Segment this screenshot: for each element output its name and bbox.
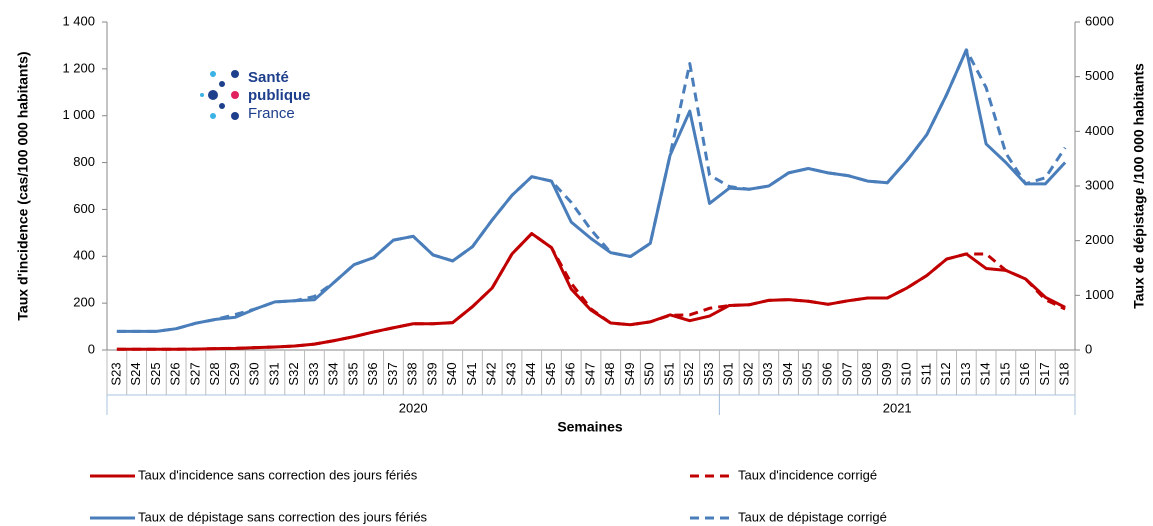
logo-dot xyxy=(219,103,225,109)
x-tick-label: S49 xyxy=(622,362,637,385)
x-tick-label: S30 xyxy=(247,362,262,385)
x-tick-label: S33 xyxy=(306,362,321,385)
group-label: 2021 xyxy=(883,400,912,415)
x-tick-label: S48 xyxy=(602,362,617,385)
x-tick-label: S03 xyxy=(760,362,775,385)
x-tick-label: S34 xyxy=(326,362,341,385)
x-tick-label: S07 xyxy=(839,362,854,385)
x-tick-label: S24 xyxy=(128,362,143,385)
y2-tick-label: 3000 xyxy=(1085,177,1114,192)
x-tick-label: S06 xyxy=(819,362,834,385)
y-tick-label: 200 xyxy=(73,295,95,310)
logo-dot xyxy=(208,90,218,100)
x-tick-label: S51 xyxy=(661,362,676,385)
logo-dot xyxy=(231,70,239,78)
x-tick-label: S35 xyxy=(345,362,360,385)
x-tick-label: S36 xyxy=(365,362,380,385)
x-tick-label: S26 xyxy=(168,362,183,385)
x-tick-label: S08 xyxy=(859,362,874,385)
y-tick-label: 1 000 xyxy=(62,107,95,122)
y2-tick-label: 0 xyxy=(1085,341,1092,356)
x-tick-label: S29 xyxy=(227,362,242,385)
x-tick-label: S14 xyxy=(978,362,993,385)
x-tick-label: S39 xyxy=(424,362,439,385)
logo-dot xyxy=(219,81,225,87)
x-tick-label: S44 xyxy=(523,362,538,385)
y2-tick-label: 1000 xyxy=(1085,287,1114,302)
x-tick-label: S12 xyxy=(938,362,953,385)
x-tick-label: S17 xyxy=(1037,362,1052,385)
x-tick-label: S38 xyxy=(405,362,420,385)
x-tick-label: S52 xyxy=(681,362,696,385)
x-tick-label: S28 xyxy=(207,362,222,385)
logo-dot xyxy=(200,93,204,97)
x-tick-label: S42 xyxy=(484,362,499,385)
x-tick-label: S41 xyxy=(464,362,479,385)
x-tick-label: S02 xyxy=(740,362,755,385)
legend-label: Taux de dépistage sans correction des jo… xyxy=(138,509,428,524)
logo-text: publique xyxy=(248,87,311,104)
logo: Santé publique France xyxy=(200,69,311,122)
x-tick-label: S11 xyxy=(918,363,933,385)
logo-dot xyxy=(231,112,239,120)
y-tick-label: 1 200 xyxy=(62,60,95,75)
y2-tick-label: 2000 xyxy=(1085,232,1114,247)
x-tick-label: S40 xyxy=(444,362,459,385)
y-tick-label: 1 400 xyxy=(62,13,95,28)
y2-tick-label: 4000 xyxy=(1085,123,1114,138)
x-tick-label: S32 xyxy=(286,362,301,385)
legend-label: Taux de dépistage corrigé xyxy=(738,509,887,524)
x-tick-label: S15 xyxy=(997,362,1012,385)
x-tick-label: S04 xyxy=(780,362,795,385)
logo-text: France xyxy=(248,105,295,122)
logo-dot xyxy=(231,91,239,99)
legend-label: Taux d'incidence corrigé xyxy=(738,467,877,482)
logo-dot xyxy=(210,71,216,77)
y-axis-title: Taux d'incidence (cas/100 000 habitants) xyxy=(15,51,31,320)
group-label: 2020 xyxy=(399,400,428,415)
x-tick-label: S37 xyxy=(385,362,400,385)
x-tick-label: S13 xyxy=(958,362,973,385)
logo-text: Santé xyxy=(248,69,289,86)
x-tick-label: S05 xyxy=(800,362,815,385)
y-tick-label: 400 xyxy=(73,248,95,263)
x-tick-label: S25 xyxy=(148,362,163,385)
line-series xyxy=(116,232,1066,351)
x-tick-label: S01 xyxy=(721,362,736,385)
x-tick-label: S53 xyxy=(701,362,716,385)
line-series xyxy=(116,48,1067,333)
x-tick-label: S43 xyxy=(503,362,518,385)
logo-dot xyxy=(210,113,216,119)
x-axis-title: Semaines xyxy=(557,419,623,435)
x-tick-label: S16 xyxy=(1017,362,1032,385)
x-tick-label: S47 xyxy=(582,362,597,385)
y2-axis-title: Taux de dépistage /100 000 habitants xyxy=(1131,63,1147,309)
y-tick-label: 600 xyxy=(73,201,95,216)
x-tick-label: S18 xyxy=(1057,362,1072,385)
y-tick-label: 0 xyxy=(88,341,95,356)
x-tick-label: S10 xyxy=(899,362,914,385)
x-tick-label: S27 xyxy=(187,362,202,385)
y-tick-label: 800 xyxy=(73,154,95,169)
line-series-dashed xyxy=(116,232,1066,351)
y2-tick-label: 6000 xyxy=(1085,13,1114,28)
x-tick-label: S31 xyxy=(266,362,281,385)
x-tick-label: S46 xyxy=(563,362,578,385)
y2-tick-label: 5000 xyxy=(1085,68,1114,83)
x-tick-label: S23 xyxy=(108,362,123,385)
x-tick-label: S09 xyxy=(879,362,894,385)
legend-label: Taux d'incidence sans correction des jou… xyxy=(138,467,418,482)
x-tick-label: S45 xyxy=(543,362,558,385)
x-tick-label: S50 xyxy=(642,362,657,385)
